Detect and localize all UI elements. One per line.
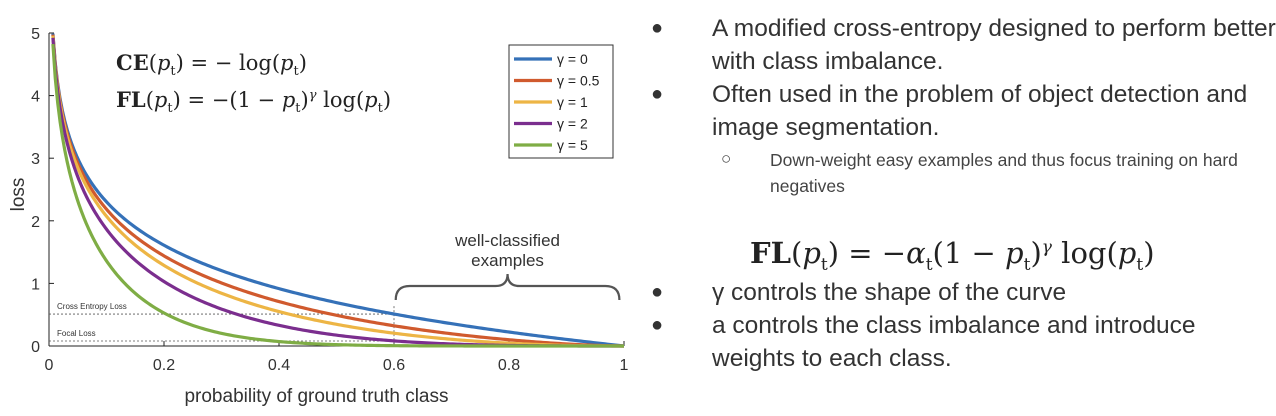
bullet-dot: ●	[651, 314, 664, 336]
y-tick-label: 4	[31, 89, 40, 106]
sub-bullet-circle: ○	[721, 149, 732, 168]
chart-series	[51, 33, 625, 348]
bullet-dot: ●	[651, 83, 664, 105]
series-line-1	[51, 34, 625, 348]
ce-equation: CE(pt) = − log(pt)	[116, 50, 307, 80]
x-tick-label: 0.6	[383, 357, 405, 374]
legend-label-3: γ = 2	[557, 116, 588, 132]
x-axis-label: probability of ground truth class	[184, 386, 448, 407]
y-tick-label: 5	[31, 26, 40, 43]
x-tick-label: 0.2	[153, 357, 175, 374]
ce-loss-label: Cross Entropy Loss	[57, 302, 127, 311]
brace-label-line-1: well-classified	[454, 231, 560, 250]
legend-label-0: γ = 0	[557, 51, 588, 67]
x-tick-label: 0.4	[268, 357, 290, 374]
legend-label-1: γ = 0.5	[557, 73, 600, 89]
brace-label-line-2: examples	[471, 251, 544, 270]
bullet-dot: ●	[651, 17, 664, 39]
brace-shape	[394, 273, 621, 301]
chart-axes: probability of ground truth class loss	[8, 33, 624, 407]
slide-text-panel: ● A modified cross-entropy designed to p…	[640, 0, 1276, 416]
y-tick-label: 0	[31, 339, 40, 356]
focal-loss-label: Focal Loss	[57, 329, 96, 338]
bullet-dot: ●	[651, 281, 664, 303]
fl-equation: FL(pt) = −(1 − pt)γ log(pt)	[116, 87, 392, 117]
chart-legend: γ = 0 γ = 0.5 γ = 1 γ = 2 γ = 5	[508, 44, 614, 159]
y-tick-label: 2	[31, 214, 40, 231]
x-tick-label: 1	[620, 357, 629, 374]
legend-label-2: γ = 1	[557, 94, 588, 110]
legend-label-4: γ = 5	[557, 137, 588, 153]
focal-loss-formula: FL(pt) = −αt(1 − pt)γ log(pt)	[750, 236, 1155, 275]
x-tick-label: 0.8	[498, 357, 520, 374]
sub-bullet-1-text: Down-weight easy examples and thus focus…	[770, 150, 1238, 196]
series-line-0	[51, 33, 625, 348]
bullet-4-text: a controls the class imbalance and intro…	[712, 312, 1196, 372]
y-tick-label: 3	[31, 151, 40, 168]
y-axis-label: loss	[8, 178, 29, 212]
bullet-2-text: Often used in the problem of object dete…	[712, 81, 1248, 141]
x-tick-label: 0	[45, 357, 54, 374]
series-line-4	[51, 43, 624, 348]
y-tick-label: 1	[31, 276, 40, 293]
bullet-3-text: γ controls the shape of the curve	[712, 279, 1067, 306]
bullet-1-text: A modified cross-entropy designed to per…	[712, 15, 1276, 75]
